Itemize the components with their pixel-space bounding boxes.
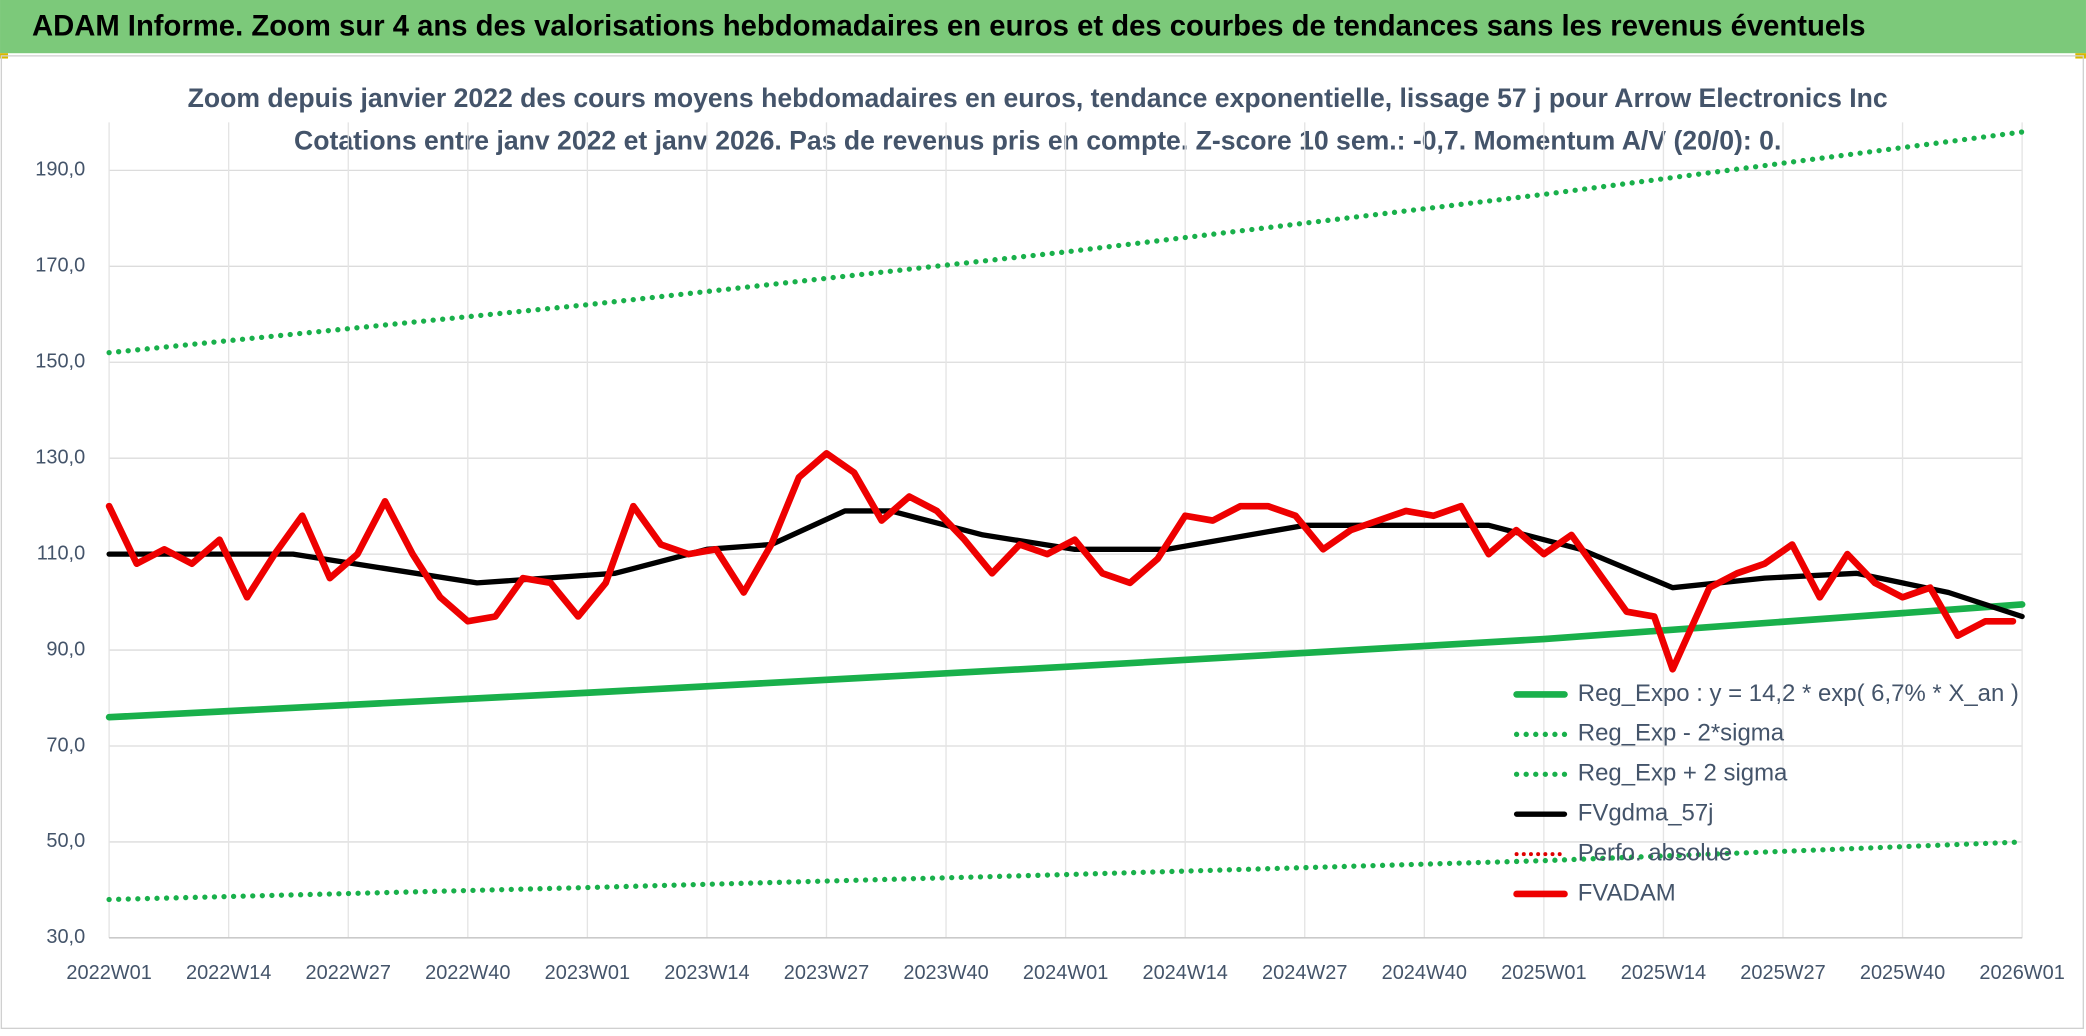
- header-bar: [0, 0, 2086, 54]
- series-line: [105, 450, 2017, 673]
- x-tick-label: 2023W40: [903, 962, 988, 984]
- y-tick-label: 130,0: [35, 446, 85, 468]
- chart-frame: [0, 55, 2084, 1030]
- y-tick-label: 50,0: [46, 830, 85, 852]
- y-tick-label: 30,0: [46, 926, 85, 948]
- legend-label: Perfo. absolue: [1578, 839, 1732, 866]
- y-tick-label: 150,0: [35, 351, 85, 373]
- legend-label: Reg_Expo : y = 14,2 * exp( 6,7% * X_an ): [1578, 680, 2019, 707]
- x-tick-label: 2022W14: [186, 962, 271, 984]
- chart-title: Zoom depuis janvier 2022 des cours moyen…: [188, 83, 1888, 113]
- x-tick-label: 2022W01: [66, 962, 151, 984]
- header-title: ADAM Informe. Zoom sur 4 ans des valoris…: [32, 11, 1866, 43]
- legend-label: Reg_Exp + 2 sigma: [1578, 760, 1788, 787]
- x-tick-label: 2025W27: [1740, 962, 1825, 984]
- x-tick-label: 2024W14: [1142, 962, 1227, 984]
- series-line: [106, 508, 2025, 620]
- x-tick-label: 2025W01: [1501, 962, 1586, 984]
- x-tick-label: 2025W14: [1621, 962, 1706, 984]
- x-tick-label: 2023W27: [784, 962, 869, 984]
- y-tick-label: 70,0: [46, 734, 85, 756]
- x-tick-label: 2024W27: [1262, 962, 1347, 984]
- legend-label: FVgdma_57j: [1578, 799, 1714, 826]
- x-tick-label: 2023W14: [664, 962, 749, 984]
- x-tick-label: 2022W27: [306, 962, 391, 984]
- x-tick-label: 2024W01: [1023, 962, 1108, 984]
- legend-label: FVADAM: [1578, 879, 1676, 906]
- x-tick-label: 2023W01: [545, 962, 630, 984]
- legend-label: Reg_Exp - 2*sigma: [1578, 720, 1785, 747]
- y-tick-label: 190,0: [35, 159, 85, 181]
- y-tick-label: 90,0: [46, 638, 85, 660]
- y-tick-label: 110,0: [37, 542, 85, 564]
- series-line: [106, 839, 2025, 903]
- series-line: [105, 601, 2026, 721]
- y-tick-label: 170,0: [35, 255, 85, 277]
- x-tick-label: 2026W01: [1979, 962, 2064, 984]
- x-tick-label: 2024W40: [1382, 962, 1467, 984]
- x-tick-label: 2022W40: [425, 962, 510, 984]
- x-tick-label: 2025W40: [1860, 962, 1945, 984]
- chart-subtitle: Cotations entre janv 2022 et janv 2026. …: [294, 125, 1781, 155]
